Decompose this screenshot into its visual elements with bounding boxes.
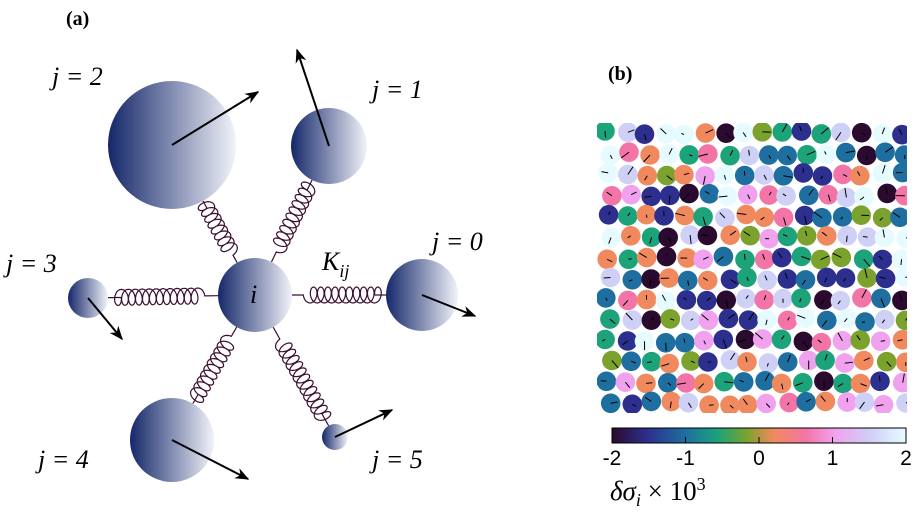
neighbor-label: j = 2	[49, 62, 103, 91]
spring	[292, 287, 386, 303]
particle-displacement	[847, 236, 848, 242]
particle-displacement	[906, 233, 911, 238]
neighbor-label: j = 5	[369, 445, 423, 474]
colorbar-tick-label: -2	[603, 447, 622, 470]
packing-particle	[677, 290, 697, 310]
spring	[191, 327, 237, 403]
packing-particle	[837, 392, 857, 412]
title-symbol: δσ	[610, 476, 638, 506]
packing-particle	[854, 351, 874, 371]
neighbor-label: j = 4	[35, 445, 89, 474]
panel-label: (a)	[66, 8, 89, 30]
particle-displacement	[749, 150, 750, 156]
particle-displacement	[646, 383, 652, 384]
packing-particle	[835, 353, 855, 373]
spring	[272, 180, 315, 262]
packing-particle	[753, 329, 773, 349]
particle-displacement	[881, 341, 885, 342]
packing-particle	[637, 290, 657, 310]
particle-displacement	[863, 237, 868, 238]
packing-particle	[896, 311, 916, 331]
packing-particle	[636, 374, 656, 394]
packing-particle	[816, 392, 836, 412]
colorbar-tick-label: 1	[827, 447, 839, 470]
colorbar-tick-label: 2	[900, 447, 912, 470]
spring-subscript: ij	[339, 261, 349, 281]
spring-label: Kij	[321, 247, 349, 281]
neighbor-label: j = 1	[369, 75, 423, 104]
packing-particle	[778, 269, 798, 289]
particle-displacement	[666, 343, 667, 351]
particle-displacement	[745, 254, 746, 260]
panel-label: (b)	[608, 63, 632, 85]
packing-particle	[719, 309, 739, 329]
title-exponent: 3	[697, 474, 706, 494]
packing-particle	[857, 268, 877, 288]
particle-displacement	[669, 195, 670, 203]
figure: (a) (b) j = 0 j = 1 j = 2 j = 3 j = 4 j = 5 i…	[0, 0, 917, 512]
spring	[198, 201, 237, 263]
particle-displacement	[601, 381, 607, 382]
packing-particle	[734, 372, 754, 392]
particle-displacement	[646, 215, 647, 218]
spring	[108, 288, 218, 306]
packing-particle	[737, 352, 757, 372]
packing-particle	[850, 330, 870, 350]
particle-displacement	[629, 259, 632, 260]
spring	[273, 327, 331, 426]
packing-particle	[721, 350, 741, 370]
packing-particle	[778, 311, 798, 331]
particle-displacement	[901, 259, 902, 265]
neighbor-label: j = 3	[3, 249, 57, 278]
packing-particle	[736, 289, 756, 309]
packing-particle	[642, 392, 662, 412]
particle-displacement	[879, 376, 880, 382]
colorbar-title: δσi × 103	[610, 474, 706, 510]
colorbar-tick-label: 0	[753, 447, 765, 470]
particle-displacement	[762, 132, 770, 133]
title-factor: × 10	[641, 476, 697, 506]
colorbar-tick-label: -1	[676, 447, 695, 470]
packing-particle	[892, 291, 912, 311]
particle-displacement	[667, 253, 668, 256]
center-label: i	[250, 280, 257, 309]
particle-displacement	[604, 278, 611, 279]
particle-displacement	[605, 131, 606, 138]
packing-particle	[681, 311, 701, 331]
velocity-arrow	[335, 410, 392, 437]
spring-symbol: K	[321, 247, 341, 276]
neighbor-label: j = 0	[429, 227, 483, 256]
